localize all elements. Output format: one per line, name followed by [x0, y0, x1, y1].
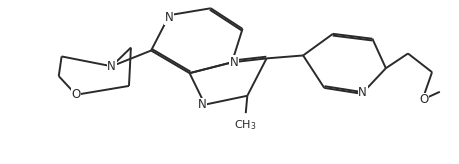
Text: N: N — [197, 98, 206, 111]
Text: O: O — [419, 93, 428, 106]
Text: CH$_3$: CH$_3$ — [234, 119, 257, 133]
Text: N: N — [358, 86, 366, 99]
Text: N: N — [107, 60, 116, 73]
Text: O: O — [71, 88, 80, 101]
Text: N: N — [165, 11, 174, 24]
Text: N: N — [230, 56, 238, 69]
